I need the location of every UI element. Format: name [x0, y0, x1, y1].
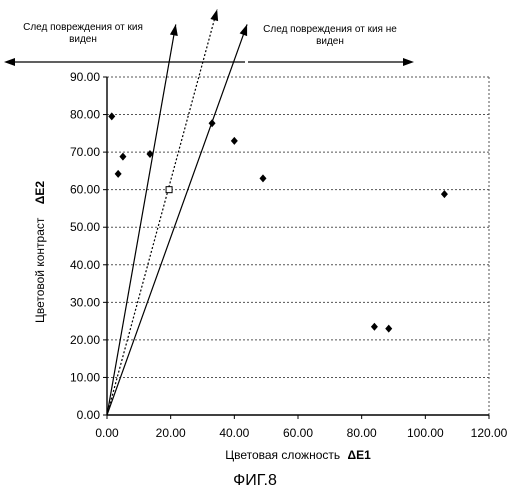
y-tick-label: 50.00 — [70, 220, 100, 234]
y-axis-label-symbol: ΔE2 — [33, 181, 47, 204]
x-tick-label: 100.00 — [407, 426, 444, 440]
y-tick-labels: 0.00 10.00 20.00 30.00 40.00 50.00 60.00 70.00 8… — [70, 70, 100, 422]
data-point-diamond — [259, 174, 266, 182]
data-point-diamond — [385, 325, 392, 333]
y-tick-label: 20.00 — [70, 333, 100, 347]
reference-line — [107, 9, 217, 415]
y-tick-label: 60.00 — [70, 183, 100, 197]
gridlines — [107, 77, 489, 415]
reference-arrowhead — [210, 9, 218, 21]
x-tick-label: 0.00 — [95, 426, 119, 440]
x-tick-label: 80.00 — [347, 426, 377, 440]
data-point-diamond — [231, 137, 238, 145]
y-tick-label: 80.00 — [70, 108, 100, 122]
data-points — [108, 112, 448, 332]
x-tick-labels: 0.00 20.00 40.00 60.00 80.00 100.00 120.00 — [95, 426, 507, 440]
direction-arrows — [4, 58, 414, 66]
y-tick-label: 10.00 — [70, 370, 100, 384]
x-tick-label: 60.00 — [283, 426, 313, 440]
x-axis-label-symbol: ΔE1 — [347, 448, 370, 462]
x-tick-label: 40.00 — [219, 426, 249, 440]
reference-line — [107, 24, 247, 415]
y-tick-label: 70.00 — [70, 145, 100, 159]
y-axis-label: Цветовой контраст ΔE2 — [33, 117, 47, 387]
reference-line — [107, 24, 176, 415]
y-tick-label: 0.00 — [77, 408, 101, 422]
y-axis-label-text: Цветовой контраст — [33, 218, 47, 323]
x-tick-label: 20.00 — [156, 426, 186, 440]
y-tick-label: 30.00 — [70, 295, 100, 309]
data-point-diamond — [115, 170, 122, 178]
data-point-square — [166, 187, 172, 193]
data-point-diamond — [371, 323, 378, 331]
left-arrow-head — [4, 58, 15, 66]
left-annotation: След повреждения от кия виден — [8, 22, 158, 46]
data-point-diamond — [441, 190, 448, 198]
axes — [103, 77, 489, 419]
right-annotation: След повреждения от кия не виден — [255, 24, 405, 48]
reference-arrowhead — [240, 24, 248, 36]
x-tick-label: 120.00 — [471, 426, 508, 440]
y-tick-label: 40.00 — [70, 258, 100, 272]
y-tick-label: 90.00 — [70, 70, 100, 84]
reference-lines — [107, 9, 247, 415]
figure-caption: ФИГ.8 — [0, 472, 510, 490]
data-point-diamond — [108, 112, 115, 120]
x-axis-label-text: Цветовая сложность — [225, 448, 340, 462]
reference-arrowhead — [170, 24, 178, 36]
x-axis-label: Цветовая сложность ΔE1 — [128, 448, 468, 462]
data-point-diamond — [119, 153, 126, 161]
data-point-diamond — [209, 119, 216, 127]
right-arrow-head — [403, 58, 414, 66]
